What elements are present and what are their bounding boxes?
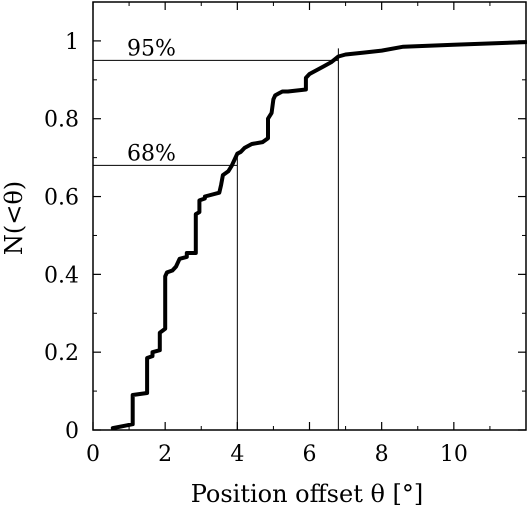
x-tick-label: 6: [303, 442, 317, 467]
y-tick-label: 0.4: [44, 263, 79, 288]
reference-lines: [93, 48, 339, 430]
axis-ticks: [92, 2, 526, 431]
x-tick-label: 8: [375, 442, 389, 467]
x-tick-label: 4: [230, 442, 244, 467]
annotations: 95% 68%: [127, 36, 176, 166]
tick-labels: 0 2 4 6 8 10 0 0.2 0.4 0.6 0.8 1: [44, 30, 468, 467]
series-layer: [110, 40, 527, 431]
y-tick-label: 0: [65, 419, 79, 444]
series-line: [110, 40, 527, 431]
y-axis-title: N(<θ): [0, 181, 28, 255]
x-tick-label: 0: [86, 442, 100, 467]
x-tick-label: 10: [440, 442, 468, 467]
annotation-label: 68%: [127, 141, 176, 166]
y-tick-label: 0.2: [44, 341, 79, 366]
annotation-label: 95%: [127, 36, 176, 61]
x-axis-title: Position offset θ [°]: [191, 480, 424, 508]
y-tick-label: 0.8: [44, 108, 79, 133]
plot-border: [92, 1, 527, 431]
y-tick-label: 0.6: [44, 186, 79, 211]
plot-area: [92, 1, 527, 431]
y-tick-label: 1: [65, 30, 79, 55]
x-tick-label: 2: [158, 442, 172, 467]
